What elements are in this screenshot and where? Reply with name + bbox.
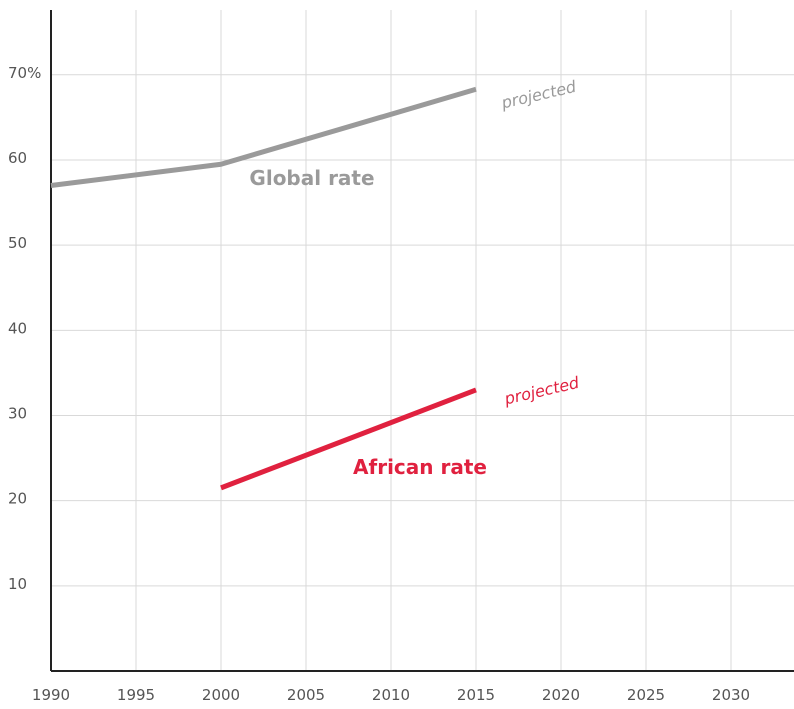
african-rate-projected-label: projected bbox=[502, 373, 582, 409]
grid bbox=[51, 10, 794, 671]
y-tick-labels: 10 20 30 40 50 60 70% bbox=[8, 64, 41, 593]
x-tick-label: 1990 bbox=[32, 686, 70, 704]
x-tick-label: 2030 bbox=[712, 686, 750, 704]
y-tick-label: 40 bbox=[8, 319, 27, 337]
x-tick-label: 2020 bbox=[542, 686, 580, 704]
x-tick-label: 2015 bbox=[457, 686, 495, 704]
y-tick-label: 10 bbox=[8, 575, 27, 593]
african-rate-label: African rate bbox=[353, 455, 487, 479]
axes bbox=[50, 10, 794, 672]
x-tick-label: 2025 bbox=[627, 686, 665, 704]
series-group: Global rate projected African rate projecte… bbox=[50, 77, 582, 491]
y-tick-label: 60 bbox=[8, 149, 27, 167]
global-rate-projected-label: projected bbox=[499, 77, 579, 113]
african-rate-line bbox=[220, 387, 477, 491]
y-tick-label: 30 bbox=[8, 404, 27, 422]
x-tick-label: 1995 bbox=[117, 686, 155, 704]
x-tick-labels: 1990 1995 2000 2005 2010 2015 2020 2025 2030 bbox=[32, 686, 750, 704]
x-tick-label: 2000 bbox=[202, 686, 240, 704]
y-tick-label: 50 bbox=[8, 234, 27, 252]
x-tick-label: 2010 bbox=[372, 686, 410, 704]
y-tick-label: 70% bbox=[8, 64, 41, 82]
x-tick-label: 2005 bbox=[287, 686, 325, 704]
global-rate-label: Global rate bbox=[249, 166, 374, 190]
global-rate-line bbox=[50, 86, 477, 189]
y-tick-label: 20 bbox=[8, 490, 27, 508]
